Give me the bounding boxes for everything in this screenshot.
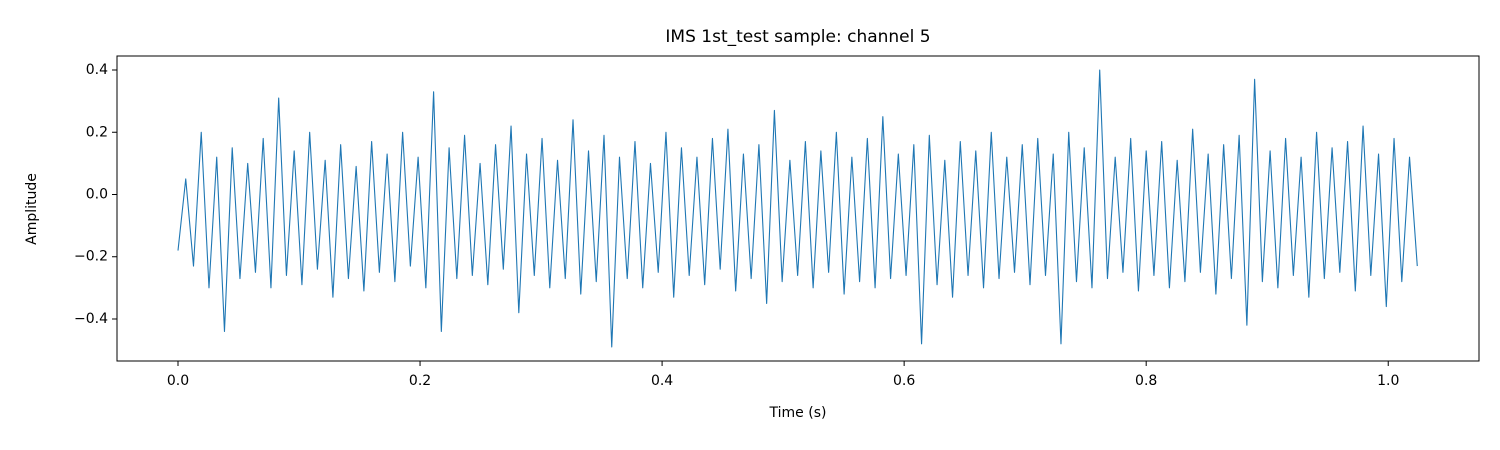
y-tick-label: 0.4: [86, 62, 108, 78]
y-tick-label: −0.2: [74, 249, 108, 265]
x-tick-label: 0.6: [893, 373, 915, 389]
chart-title: IMS 1st_test sample: channel 5: [665, 27, 930, 47]
x-tick-label: 0.4: [651, 373, 673, 389]
x-axis-label: Time (s): [769, 405, 827, 421]
x-tick-label: 0.8: [1135, 373, 1157, 389]
plot-frame: [116, 55, 1480, 362]
x-tick-label: 1.0: [1377, 373, 1399, 389]
y-tick-label: 0.2: [86, 124, 108, 140]
y-axis-label: Amplitude: [24, 173, 40, 245]
y-tick-label: −0.4: [74, 311, 108, 327]
signal-line: [177, 69, 1418, 348]
x-tick-label: 0.0: [167, 373, 189, 389]
x-tick-label: 0.2: [409, 373, 431, 389]
y-tick-label: 0.0: [86, 186, 108, 202]
